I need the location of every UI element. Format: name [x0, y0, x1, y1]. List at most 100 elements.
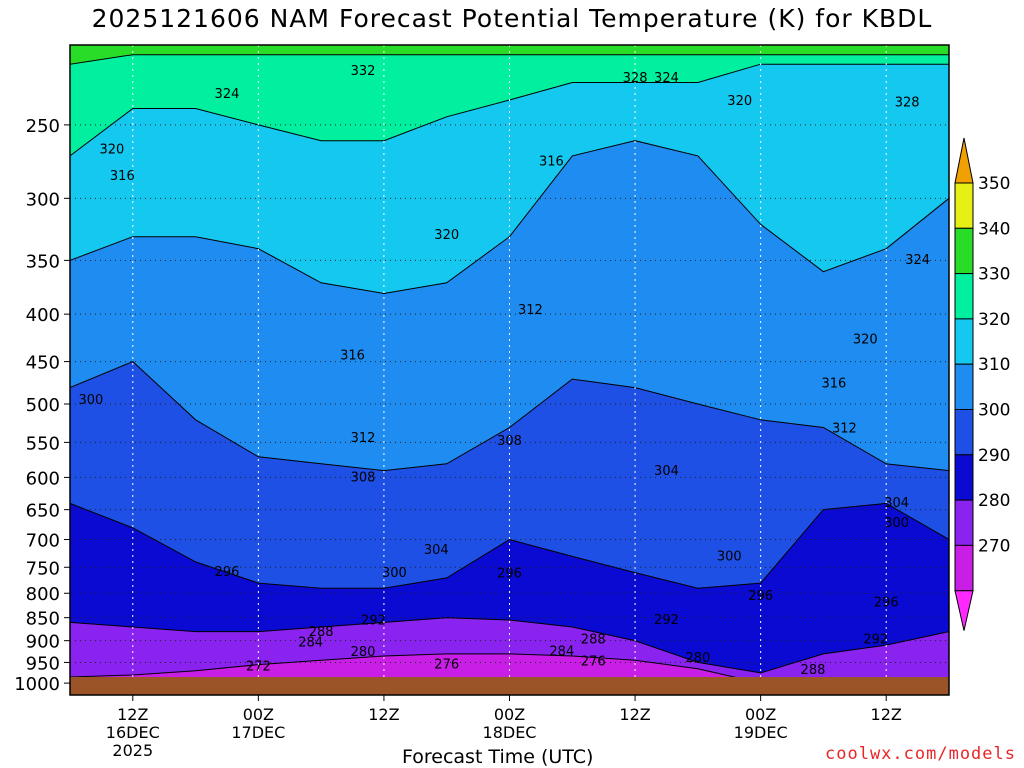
contour-label: 280: [685, 651, 710, 666]
y-tick-label: 500: [26, 395, 60, 416]
contour-label: 312: [518, 303, 543, 318]
x-tick-label: 2025: [112, 741, 153, 760]
x-axis-title: Forecast Time (UTC): [402, 746, 594, 768]
colorbar-label: 280: [978, 491, 1010, 511]
contour-label: 304: [654, 464, 679, 479]
ground-surface: [70, 677, 949, 695]
contour-label: 312: [832, 421, 857, 436]
x-tick-label: 00Z: [243, 705, 274, 724]
contour-label: 320: [434, 228, 459, 243]
contour-label: 272: [246, 659, 271, 674]
y-tick-label: 400: [26, 305, 60, 326]
y-tick-label: 350: [26, 251, 60, 272]
y-tick-label: 950: [26, 653, 60, 674]
colorbar-segment: [954, 544, 974, 592]
colorbar-segment: [954, 363, 974, 411]
x-tick-label: 12Z: [619, 705, 650, 724]
contour-label: 284: [549, 644, 574, 659]
contour-label: 320: [727, 94, 752, 109]
colorbar-label: 330: [978, 265, 1010, 285]
x-tick-label: 17DEC: [231, 723, 285, 742]
x-tick-label: 12Z: [368, 705, 399, 724]
x-tick-label: 18DEC: [483, 723, 537, 742]
colorbar-segment: [954, 454, 974, 501]
contour-label: 296: [874, 596, 899, 611]
isoline-300: [70, 502, 949, 589]
contour-label: 276: [581, 654, 606, 669]
colorbar-segment: [954, 182, 974, 229]
colorbar-arrow-bottom: [954, 590, 974, 631]
x-tick-label: 16DEC: [106, 723, 160, 742]
contour-label: 324: [905, 253, 930, 268]
colorbar-segment: [954, 273, 974, 320]
contour-label: 304: [424, 543, 449, 558]
colorbar-label: 340: [978, 219, 1010, 239]
contour-label: 296: [497, 567, 522, 582]
contour-label: 300: [717, 549, 742, 564]
colorbar-label: 310: [978, 355, 1010, 375]
isoline-320: [70, 140, 949, 295]
y-tick-label: 250: [26, 116, 60, 137]
contour-label: 316: [539, 154, 564, 169]
colorbar-segment: [954, 318, 974, 365]
colorbar-label: 320: [978, 310, 1010, 330]
colorbar-label: 350: [978, 174, 1010, 194]
chart-title: 2025121606 NAM Forecast Potential Temper…: [91, 4, 933, 33]
contour-label: 280: [351, 645, 376, 660]
contour-label: 332: [351, 64, 376, 79]
y-tick-label: 300: [26, 189, 60, 210]
contour-label: 328: [895, 96, 920, 111]
contour-label: 304: [884, 496, 909, 511]
contour-label: 308: [351, 471, 376, 486]
contour-label: 308: [497, 434, 522, 449]
y-tick-label: 750: [26, 558, 60, 579]
colorbar-segment: [954, 227, 974, 275]
y-tick-label: 900: [26, 632, 60, 653]
contour-label: 284: [298, 636, 323, 651]
contour-label: 288: [581, 632, 606, 647]
contour-label: 292: [361, 614, 386, 629]
contour-label: 320: [99, 142, 124, 157]
contour-label: 324: [215, 87, 240, 102]
colorbar-label: 270: [978, 536, 1010, 556]
contour-label: 320: [853, 333, 878, 348]
contour-label: 276: [434, 657, 459, 672]
isoline-340: [70, 54, 949, 65]
contour-label: 288: [801, 663, 826, 678]
y-tick-label: 1000: [14, 674, 60, 695]
x-tick-label: 19DEC: [734, 723, 788, 742]
contour-label: 292: [654, 613, 679, 628]
gridlines: [70, 45, 949, 695]
y-axis: 2503003504004505005506006507007508008509…: [14, 116, 70, 695]
y-tick-label: 450: [26, 353, 60, 374]
isoline-310: [70, 361, 949, 472]
contour-label: 292: [863, 632, 888, 647]
y-tick-label: 850: [26, 609, 60, 630]
contour-label: 300: [884, 516, 909, 531]
x-tick-label: 00Z: [494, 705, 525, 724]
contour-label: 296: [748, 589, 773, 604]
contour-label: 316: [340, 348, 365, 363]
contour-labels: 332 328 324 324 320 328 320 316 316 320 324 312 320 3…: [79, 64, 931, 678]
x-tick-label: 12Z: [117, 705, 148, 724]
colorbar-segment: [954, 499, 974, 546]
band-above-330: [70, 45, 949, 156]
contour-label: 328: [623, 71, 648, 86]
contour-label: 296: [215, 565, 240, 580]
colorbar-label: 290: [978, 446, 1010, 466]
isoline-290: [70, 617, 949, 674]
contour-label: 300: [79, 393, 104, 408]
y-tick-label: 700: [26, 530, 60, 551]
colorbar: 350 340 330 320 310 300 290 280 270: [954, 137, 1010, 631]
contour-label: 288: [309, 625, 334, 640]
x-tick-label: 12Z: [871, 705, 902, 724]
y-tick-label: 650: [26, 501, 60, 522]
y-tick-label: 550: [26, 433, 60, 454]
colorbar-label: 300: [978, 401, 1010, 421]
site-credit: coolwx.com/models: [825, 744, 1016, 764]
contour-label: 324: [654, 71, 679, 86]
y-tick-label: 600: [26, 468, 60, 489]
contour-label: 300: [382, 566, 407, 581]
colorbar-arrow-top: [954, 137, 974, 184]
